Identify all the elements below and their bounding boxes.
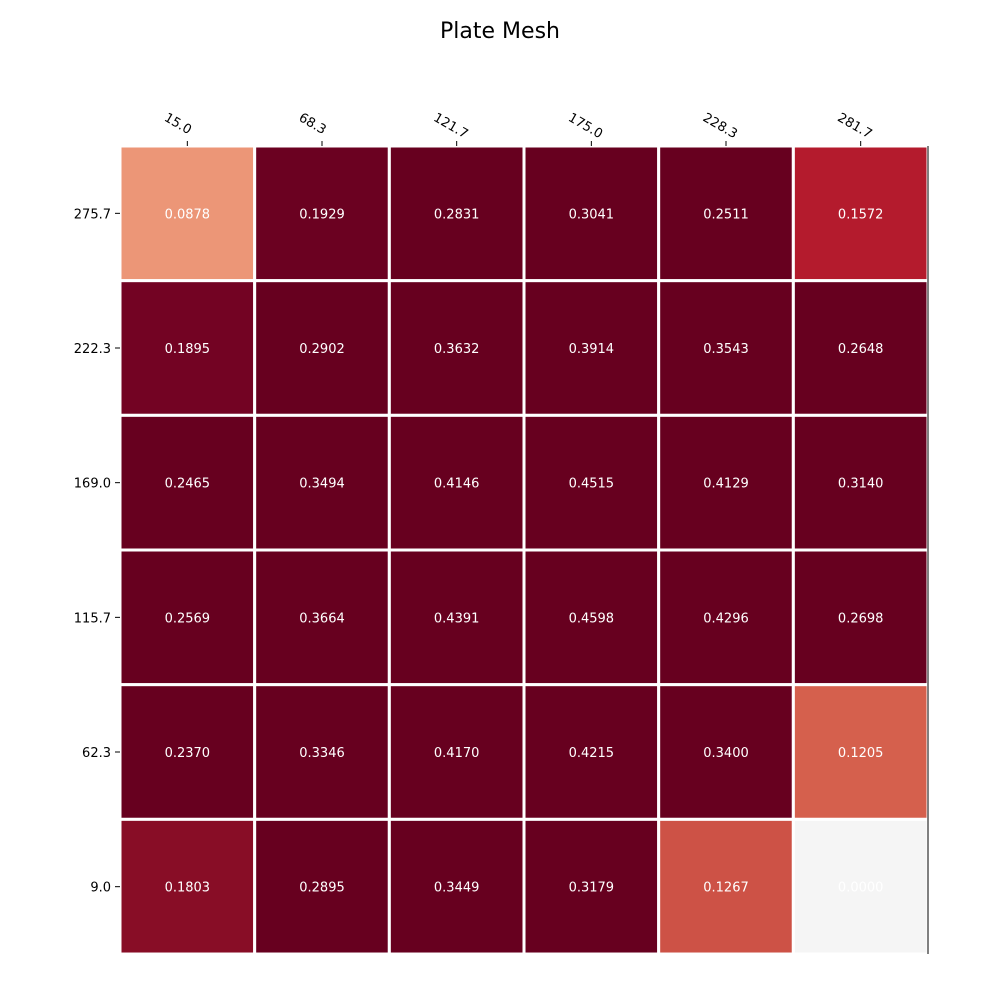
- heatmap-cell: [253, 279, 391, 417]
- heatmap-cell: [791, 413, 930, 552]
- heatmap-cell: [522, 413, 661, 552]
- cell-value-label: 0.2698: [838, 611, 884, 626]
- cell-value-label: 0.4296: [703, 611, 749, 626]
- y-tick-label: 115.7: [74, 611, 111, 626]
- cell-value-label: 0.3664: [299, 611, 345, 626]
- cell-value-label: 0.4215: [569, 746, 615, 761]
- x-axis-ticks: 15.0 68.3 121.7 175.0 228.3 281.7: [161, 110, 874, 146]
- y-tick-label: 9.0: [90, 881, 111, 896]
- heatmap-cell: [253, 144, 391, 283]
- cell-value-label: 0.3346: [299, 746, 345, 761]
- cell-value-label: 0.1205: [838, 746, 884, 761]
- cell-value-label: 0.1572: [838, 207, 884, 222]
- cell-value-label: 0.1803: [165, 881, 211, 896]
- x-tick-label: 68.3: [296, 110, 329, 137]
- cell-value-label: 0.4170: [434, 746, 480, 761]
- chart-title: Plate Mesh: [440, 19, 560, 44]
- y-tick-label: 222.3: [74, 342, 111, 357]
- cell-value-label: 0.3041: [569, 207, 615, 222]
- heatmap-cell: [657, 413, 795, 552]
- cell-value-label: 0.4515: [569, 477, 615, 492]
- cell-value-label: 0.2511: [703, 207, 749, 222]
- cell-value-label: 0.2831: [434, 207, 480, 222]
- cell-value-label: 0.3914: [569, 342, 615, 357]
- cell-value-label: 0.4146: [434, 477, 480, 492]
- cell-value-label: 0.1895: [165, 342, 211, 357]
- cell-value-label: 0.0000: [838, 881, 884, 896]
- heatmap-cell: [253, 413, 391, 552]
- heatmap-cell: [791, 279, 930, 417]
- y-tick-label: 169.0: [74, 477, 111, 492]
- cell-value-label: 0.2465: [165, 477, 211, 492]
- x-tick-label: 228.3: [700, 110, 740, 142]
- cell-value-label: 0.2895: [299, 881, 345, 896]
- heatmap-cell: [118, 144, 257, 283]
- heatmap-cell: [118, 817, 257, 956]
- heatmap-value-labels: 0.0878 0.1929 0.2831 0.3041 0.2511 0.1572 0.18…: [165, 207, 884, 895]
- heatmap-cells: [118, 144, 930, 956]
- heatmap-cell: [657, 817, 795, 956]
- x-tick-label: 121.7: [431, 110, 471, 142]
- cell-value-label: 0.3449: [434, 881, 480, 896]
- cell-value-label: 0.0878: [165, 207, 211, 222]
- cell-value-label: 0.3140: [838, 477, 884, 492]
- heatmap-cell: [522, 817, 661, 956]
- heatmap-cell: [791, 144, 930, 283]
- cell-value-label: 0.1929: [299, 207, 345, 222]
- heatmap-cell: [387, 683, 526, 821]
- cell-value-label: 0.2648: [838, 342, 884, 357]
- cell-value-label: 0.3400: [703, 746, 749, 761]
- cell-value-label: 0.2370: [165, 746, 211, 761]
- cell-value-label: 0.3494: [299, 477, 345, 492]
- cell-value-label: 0.3543: [703, 342, 749, 357]
- cell-value-label: 0.1267: [703, 881, 749, 896]
- heatmap-cell: [522, 279, 661, 417]
- cell-value-label: 0.4391: [434, 611, 480, 626]
- heatmap-cell: [522, 548, 661, 687]
- x-tick-label: 15.0: [161, 110, 194, 137]
- heatmap-cell: [387, 548, 526, 687]
- y-tick-label: 275.7: [74, 207, 111, 222]
- cell-value-label: 0.2902: [299, 342, 345, 357]
- y-axis-ticks: 275.7 222.3 169.0 115.7 62.3 9.0: [74, 207, 120, 896]
- cell-value-label: 0.4129: [703, 477, 749, 492]
- x-tick-label: 175.0: [565, 110, 605, 142]
- heatmap-cell: [791, 817, 930, 956]
- heatmap-cell: [522, 683, 661, 821]
- heatmap-cell: [118, 548, 257, 687]
- y-tick-label: 62.3: [82, 746, 111, 761]
- cell-value-label: 0.2569: [165, 611, 211, 626]
- cell-value-label: 0.4598: [569, 611, 615, 626]
- heatmap-cell: [657, 548, 795, 687]
- x-tick-label: 281.7: [835, 110, 875, 142]
- cell-value-label: 0.3179: [569, 881, 615, 896]
- heatmap-cell: [657, 683, 795, 821]
- cell-value-label: 0.3632: [434, 342, 480, 357]
- heatmap-cell: [253, 548, 391, 687]
